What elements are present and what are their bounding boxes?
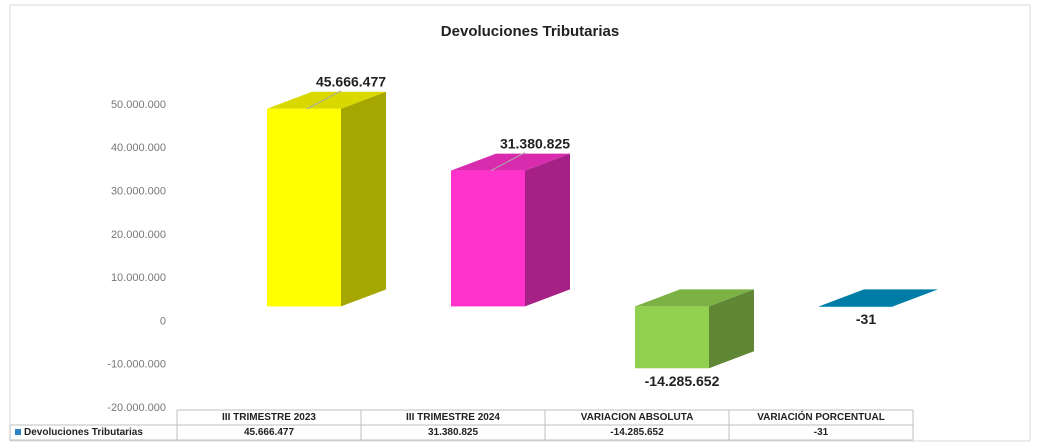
leader-line — [306, 90, 342, 110]
bar-side — [893, 289, 938, 307]
y-tick-label: -20.000.000 — [107, 402, 166, 414]
table-value: -31 — [814, 427, 829, 438]
bar-front — [267, 108, 341, 307]
data-label: 45.666.477 — [316, 73, 386, 89]
y-tick-label: 30.000.000 — [111, 185, 166, 197]
bar-front — [819, 306, 893, 307]
y-tick-label: 10.000.000 — [111, 272, 166, 284]
leader-line — [490, 152, 526, 172]
table-value: 31.380.825 — [428, 427, 478, 438]
x-tick-label: III TRIMESTRE 2023 — [222, 412, 316, 423]
bar-top — [635, 289, 754, 307]
x-tick-label: VARIACIÓN PORCENTUAL — [757, 410, 885, 423]
chart-title: Devoluciones Tributarias — [441, 23, 619, 40]
bar-top — [267, 91, 386, 109]
x-tick-label: VARIACION ABSOLUTA — [581, 412, 694, 423]
bar-side — [525, 153, 570, 307]
bar-front — [635, 306, 709, 369]
bar-side — [709, 289, 754, 369]
data-label: 31.380.825 — [500, 135, 570, 151]
data-label: -14.285.652 — [645, 373, 720, 389]
bar-front — [451, 170, 525, 307]
legend-key — [15, 429, 21, 435]
y-tick-label: 50.000.000 — [111, 99, 166, 111]
data-label: -31 — [856, 311, 876, 327]
bar-side — [341, 91, 386, 307]
table-value: 45.666.477 — [244, 427, 294, 438]
x-tick-label: III TRIMESTRE 2024 — [406, 412, 500, 423]
bar-top — [451, 153, 570, 171]
bar-top — [819, 289, 938, 307]
y-tick-label: 20.000.000 — [111, 229, 166, 241]
y-tick-label: 0 — [160, 315, 166, 327]
y-tick-label: -10.000.000 — [107, 359, 166, 371]
y-tick-label: 40.000.000 — [111, 142, 166, 154]
table-value: -14.285.652 — [610, 427, 664, 438]
legend-label: Devoluciones Tributarias — [24, 427, 143, 438]
